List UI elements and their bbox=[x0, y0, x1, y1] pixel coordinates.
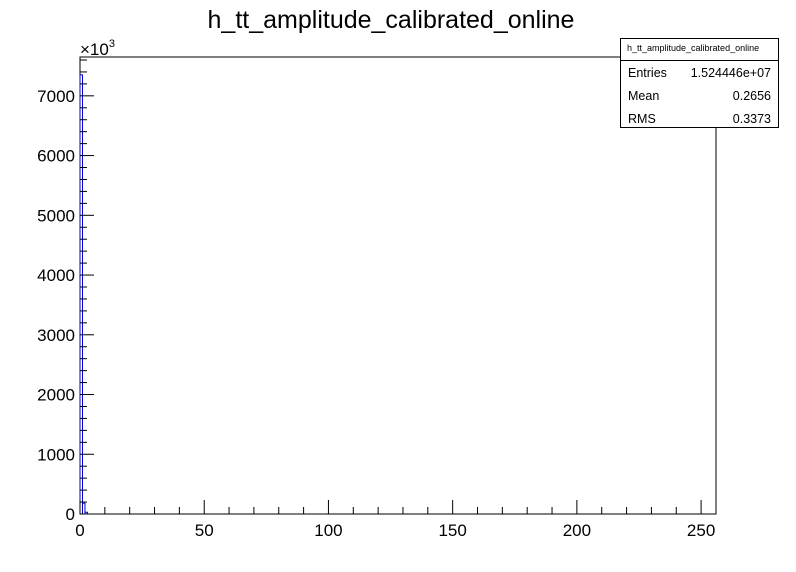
stats-value: 0.2656 bbox=[732, 88, 771, 103]
stats-row-entries: Entries 1.524446e+07 bbox=[621, 61, 778, 84]
chart-title: h_tt_amplitude_calibrated_online bbox=[208, 6, 575, 34]
y-tick-label: 6000 bbox=[37, 147, 75, 166]
y-tick-label: 0 bbox=[66, 505, 75, 524]
y-tick-label: 4000 bbox=[37, 266, 75, 285]
stats-row-mean: Mean 0.2656 bbox=[621, 84, 778, 107]
x-tick-label: 100 bbox=[314, 521, 342, 540]
stats-row-rms: RMS 0.3373 bbox=[621, 107, 778, 130]
stats-label: Entries bbox=[628, 65, 667, 80]
y-multiplier-exponent: 3 bbox=[109, 38, 115, 50]
x-tick-label: 50 bbox=[195, 521, 214, 540]
histogram-bin bbox=[79, 74, 83, 514]
y-tick-label: 2000 bbox=[37, 386, 75, 405]
histogram-bin bbox=[84, 511, 88, 514]
histogram-bars bbox=[79, 74, 88, 514]
stats-label: RMS bbox=[628, 111, 656, 126]
y-tick-label: 3000 bbox=[37, 326, 75, 345]
x-tick-label: 150 bbox=[438, 521, 466, 540]
x-axis: 0 50 100 150 200 250 bbox=[75, 500, 715, 540]
stats-value: 0.3373 bbox=[732, 111, 771, 126]
stats-box: h_tt_amplitude_calibrated_online Entries… bbox=[620, 38, 779, 128]
x-tick-label: 0 bbox=[75, 521, 84, 540]
stats-value: 1.524446e+07 bbox=[690, 65, 771, 80]
stats-label: Mean bbox=[628, 88, 660, 103]
x-tick-label: 200 bbox=[563, 521, 591, 540]
histogram-bin bbox=[81, 502, 86, 514]
stats-box-title: h_tt_amplitude_calibrated_online bbox=[621, 39, 778, 61]
y-tick-label: 5000 bbox=[37, 206, 75, 225]
y-multiplier-base: ×10 bbox=[80, 40, 109, 59]
y-tick-label: 7000 bbox=[37, 87, 75, 106]
y-axis: 0 1000 2000 3000 4000 5000 6000 7000 bbox=[37, 59, 94, 524]
y-tick-label: 1000 bbox=[37, 445, 75, 464]
x-tick-label: 250 bbox=[687, 521, 715, 540]
y-axis-multiplier: ×103 bbox=[80, 38, 115, 59]
